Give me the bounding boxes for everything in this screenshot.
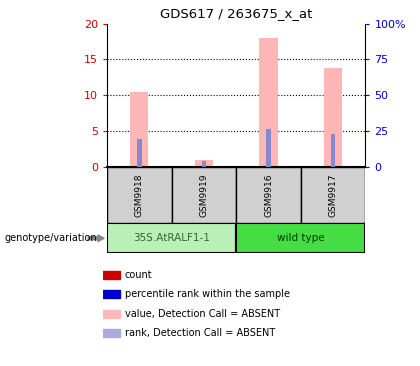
Bar: [202, 161, 206, 167]
Bar: [301, 167, 365, 223]
Text: rank, Detection Call = ABSENT: rank, Detection Call = ABSENT: [125, 328, 275, 338]
Bar: [172, 167, 236, 223]
Bar: [130, 92, 148, 167]
Bar: [236, 167, 301, 223]
Bar: [107, 223, 236, 253]
Bar: [324, 68, 342, 167]
Text: count: count: [125, 270, 152, 280]
Title: GDS617 / 263675_x_at: GDS617 / 263675_x_at: [160, 7, 312, 20]
Bar: [137, 139, 142, 167]
Bar: [103, 310, 120, 318]
Bar: [236, 223, 365, 253]
Bar: [266, 130, 271, 167]
Text: wild type: wild type: [277, 233, 325, 243]
Text: GSM9919: GSM9919: [200, 173, 208, 217]
Bar: [260, 38, 278, 167]
Text: GSM9918: GSM9918: [135, 173, 144, 217]
Text: GSM9916: GSM9916: [264, 173, 273, 217]
Bar: [107, 167, 172, 223]
Text: value, Detection Call = ABSENT: value, Detection Call = ABSENT: [125, 309, 280, 319]
Text: percentile rank within the sample: percentile rank within the sample: [125, 290, 290, 299]
Text: 35S.AtRALF1-1: 35S.AtRALF1-1: [133, 233, 210, 243]
Bar: [103, 290, 120, 298]
Text: genotype/variation: genotype/variation: [4, 233, 97, 243]
Bar: [331, 134, 336, 167]
Bar: [195, 160, 213, 167]
Bar: [103, 271, 120, 279]
Text: GSM9917: GSM9917: [328, 173, 338, 217]
Bar: [103, 329, 120, 337]
